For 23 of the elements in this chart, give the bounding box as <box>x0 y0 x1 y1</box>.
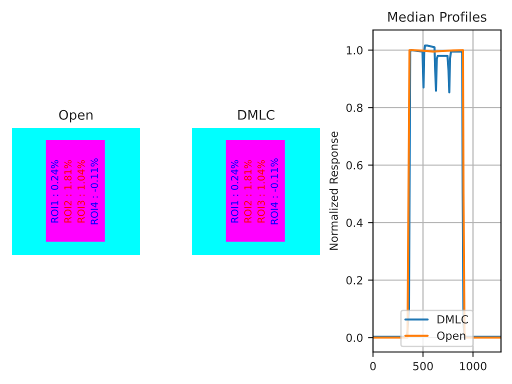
text: ROI2 : 1.81% <box>64 160 72 222</box>
x-tick-label: 500 <box>413 362 433 370</box>
y-tick-label: 0.2 <box>346 276 362 285</box>
text: ROI3 : 1.04% <box>77 160 85 222</box>
text: DMLC <box>238 110 274 120</box>
chart-title: Median Profiles <box>388 12 486 22</box>
x-tick-label: 0 <box>370 362 376 370</box>
text: ROI1 : 0.24% <box>50 160 58 222</box>
y-tick-label: 0.8 <box>346 104 363 112</box>
text: ROI2 : 1.81% <box>244 160 252 222</box>
text: ROI4 : -0.11% <box>90 158 98 224</box>
text: ROI4 : -0.11% <box>270 158 278 224</box>
y-tick-label: 0.6 <box>346 161 363 170</box>
legend-label: Open <box>437 331 466 342</box>
x-tick-label: 1000 <box>460 362 486 370</box>
text: Open <box>59 110 92 122</box>
text: ROI1 : 0.24% <box>230 160 238 222</box>
y-axis-title: Normalized Response <box>329 132 340 250</box>
y-tick-label: 0.4 <box>346 218 363 228</box>
y-tick-label: 1.0 <box>346 46 363 55</box>
legend-label: DMLC <box>438 315 468 324</box>
y-tick-label: 0.0 <box>346 334 363 342</box>
text: ROI3 : 1.04% <box>257 160 265 222</box>
